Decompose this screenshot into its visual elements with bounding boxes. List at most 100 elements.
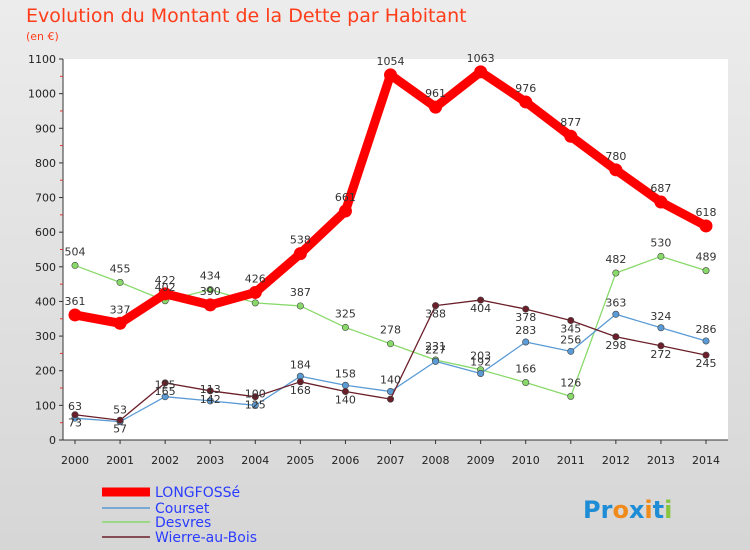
data-label: 231 <box>425 340 446 353</box>
data-point <box>702 337 710 345</box>
data-point <box>296 302 304 310</box>
data-point <box>477 369 485 377</box>
data-label: 387 <box>290 286 311 299</box>
logo-letter: i <box>664 496 672 524</box>
plot-area <box>63 59 728 440</box>
data-label: 125 <box>155 379 176 392</box>
data-point <box>341 323 349 331</box>
data-label: 256 <box>560 333 581 346</box>
data-label: 283 <box>515 324 536 337</box>
data-label: 361 <box>65 295 86 308</box>
data-point <box>341 388 349 396</box>
data-point <box>657 252 665 260</box>
x-tick-label: 2010 <box>512 454 540 467</box>
data-label: 530 <box>650 236 671 249</box>
logo-letter: x <box>629 496 645 524</box>
y-tick-label: 500 <box>35 261 56 274</box>
data-label: 158 <box>335 367 356 380</box>
data-point <box>522 305 530 313</box>
x-tick-label: 2011 <box>557 454 585 467</box>
x-tick-label: 2007 <box>377 454 405 467</box>
legend-entry: LONGFOSSé <box>155 485 240 501</box>
data-point <box>474 65 488 79</box>
data-label: 504 <box>65 245 86 258</box>
data-label: 976 <box>515 82 536 95</box>
data-label: 324 <box>650 310 671 323</box>
x-tick-label: 2002 <box>151 454 179 467</box>
legend-entry: Wierre-au-Bois <box>155 530 257 546</box>
data-point <box>477 296 485 304</box>
data-label: 125 <box>245 399 266 412</box>
data-point <box>654 195 668 209</box>
data-point <box>657 342 665 350</box>
data-label: 166 <box>515 363 536 376</box>
data-point <box>612 333 620 341</box>
data-point <box>564 129 578 143</box>
y-tick-label: 200 <box>35 365 56 378</box>
data-point <box>609 163 623 177</box>
y-tick-label: 300 <box>35 330 56 343</box>
data-label: 245 <box>696 357 717 370</box>
data-label: 140 <box>380 374 401 387</box>
data-point <box>203 298 217 312</box>
data-label: 538 <box>290 234 311 247</box>
data-label: 877 <box>560 116 581 129</box>
logo-letter: P <box>583 496 601 524</box>
data-point <box>338 204 352 218</box>
data-point <box>341 381 349 389</box>
data-label: 961 <box>425 87 446 100</box>
y-tick-label: 400 <box>35 295 56 308</box>
data-point <box>116 416 124 424</box>
data-label: 687 <box>650 182 671 195</box>
data-point <box>161 393 169 401</box>
y-tick-label: 600 <box>35 226 56 239</box>
data-point <box>522 338 530 346</box>
legend-entry: Desvres <box>155 515 211 531</box>
data-label: 434 <box>200 270 221 283</box>
chart-subtitle: (en €) <box>26 30 59 43</box>
data-point <box>248 285 262 299</box>
x-tick-label: 2009 <box>467 454 495 467</box>
logo-letter: r <box>601 496 613 524</box>
data-label: 402 <box>155 281 176 294</box>
data-point <box>384 68 397 82</box>
data-label: 388 <box>425 308 446 321</box>
y-tick-label: 0 <box>49 434 56 447</box>
data-label: 780 <box>605 150 626 163</box>
data-point <box>293 247 307 261</box>
data-label: 165 <box>155 385 176 398</box>
data-label: 126 <box>560 376 581 389</box>
data-point <box>432 302 440 310</box>
data-label: 390 <box>200 285 221 298</box>
data-point <box>296 378 304 386</box>
data-label: 489 <box>696 251 717 264</box>
x-tick-label: 2013 <box>647 454 675 467</box>
data-point <box>206 397 214 405</box>
x-tick-label: 2004 <box>241 454 269 467</box>
data-point <box>567 347 575 355</box>
data-point <box>612 269 620 277</box>
data-label: 426 <box>245 272 266 285</box>
data-label: 113 <box>200 383 221 396</box>
data-label: 227 <box>425 343 446 356</box>
proxiti-logo: Proxiti <box>583 496 672 524</box>
chart-title: Evolution du Montant de la Dette par Hab… <box>26 5 467 27</box>
data-label: 286 <box>696 323 717 336</box>
data-point <box>702 351 710 359</box>
data-label: 203 <box>470 350 491 363</box>
data-point <box>519 95 533 109</box>
x-tick-label: 2006 <box>331 454 359 467</box>
data-point <box>206 387 214 395</box>
data-point <box>612 310 620 318</box>
logo-letter: i <box>644 496 652 524</box>
data-label: 363 <box>605 296 626 309</box>
x-tick-label: 2001 <box>106 454 134 467</box>
data-point <box>657 324 665 332</box>
y-tick-label: 100 <box>35 399 56 412</box>
data-label: 618 <box>696 206 717 219</box>
legend-entry: Courset <box>155 501 210 517</box>
data-point <box>251 401 259 409</box>
data-label: 168 <box>290 384 311 397</box>
